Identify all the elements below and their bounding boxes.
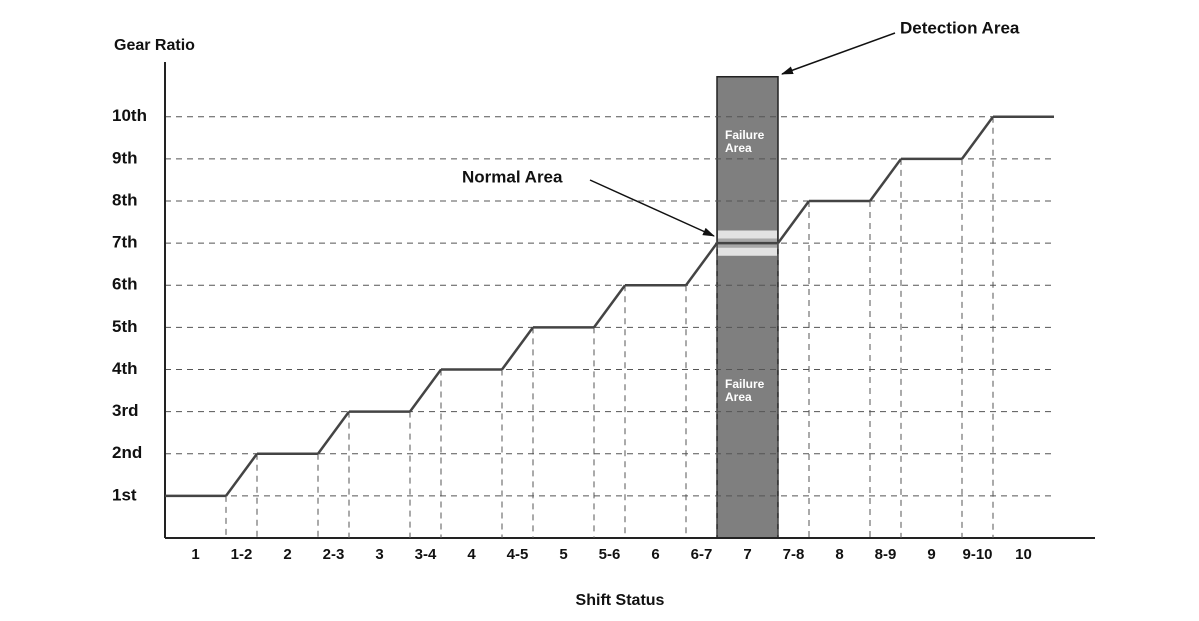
y-tick-label: 4th [112,359,138,378]
x-tick-label: 2-3 [323,546,345,563]
ramp [868,158,903,202]
x-tick-label: 6-7 [691,546,713,563]
detection-area [716,75,779,539]
x-tick-label: 6 [651,546,659,563]
ramp [684,242,719,286]
ramp [408,368,443,413]
x-tick-label: 1-2 [231,546,253,563]
x-tick-label: 10 [1015,546,1032,563]
ramp [500,326,535,371]
arrow [781,32,896,75]
y-tick-label: 3rd [112,401,138,420]
x-tick-label: 8 [835,546,843,563]
y-tick-label: 5th [112,317,138,336]
y-tick-label: 2nd [112,443,142,462]
x-tick-label: 8-9 [875,546,897,563]
failure-label: Failure Area [725,376,765,404]
y-tick-label: 9th [112,148,138,167]
y-tick-label: 7th [112,233,138,252]
x-tick-label: 9 [927,546,935,563]
x-tick-label: 9-10 [962,546,992,563]
x-tick-label: 2 [283,546,291,563]
x-tick-label: 4 [467,546,476,563]
y-tick-label: 1st [112,485,137,504]
x-tick-label: 5 [559,546,567,563]
y-axis-title: Gear Ratio [114,37,195,54]
x-tick-label: 7-8 [783,546,805,563]
ramp [224,453,259,497]
x-tick-label: 3 [375,546,383,563]
normal-label: Normal Area [462,167,563,186]
y-tick-label: 6th [112,275,138,294]
failure-label: Failure Area [725,128,765,156]
x-tick-label: 3-4 [415,546,437,563]
ramp [960,116,995,160]
y-tick-label: 10th [112,106,147,125]
detection-label: Detection Area [900,18,1020,37]
ramp [316,410,351,455]
x-axis-title: Shift Status [576,592,665,609]
x-tick-label: 1 [191,546,199,563]
x-tick-label: 7 [743,546,751,563]
ramp [592,284,627,329]
x-tick-label: 4-5 [507,546,529,563]
arrow [589,179,715,237]
ramp [776,200,811,244]
x-tick-label: 5-6 [599,546,621,563]
y-tick-label: 8th [112,190,138,209]
